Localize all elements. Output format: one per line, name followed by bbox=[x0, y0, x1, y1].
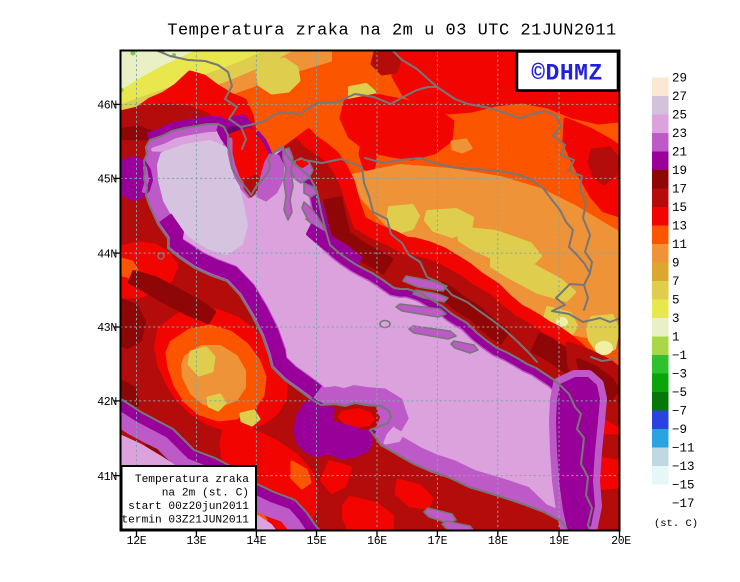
svg-text:−3: −3 bbox=[672, 368, 687, 382]
svg-text:13: 13 bbox=[672, 220, 687, 234]
svg-text:19: 19 bbox=[672, 164, 687, 178]
svg-text:−5: −5 bbox=[672, 386, 687, 400]
svg-text:©DHMZ: ©DHMZ bbox=[531, 61, 603, 87]
svg-text:43N: 43N bbox=[97, 322, 117, 335]
svg-text:−17: −17 bbox=[672, 497, 695, 511]
svg-text:27: 27 bbox=[672, 90, 687, 104]
svg-text:9: 9 bbox=[672, 257, 680, 271]
svg-text:14E: 14E bbox=[246, 535, 266, 548]
svg-text:7: 7 bbox=[672, 275, 680, 289]
svg-text:29: 29 bbox=[672, 72, 687, 86]
svg-text:(st. C): (st. C) bbox=[654, 518, 698, 530]
svg-text:19E: 19E bbox=[549, 535, 569, 548]
svg-text:5: 5 bbox=[672, 294, 680, 308]
svg-text:−15: −15 bbox=[672, 479, 695, 493]
svg-text:Temperatura zraka: Temperatura zraka bbox=[135, 474, 249, 486]
svg-text:25: 25 bbox=[672, 109, 687, 123]
svg-text:45N: 45N bbox=[97, 174, 117, 187]
svg-text:na 2m (st. C): na 2m (st. C) bbox=[162, 488, 249, 500]
svg-text:3: 3 bbox=[672, 312, 680, 326]
svg-text:Temperatura zraka na 2m u 03 U: Temperatura zraka na 2m u 03 UTC 21JUN20… bbox=[167, 22, 616, 41]
svg-text:46N: 46N bbox=[97, 100, 117, 113]
svg-text:−11: −11 bbox=[672, 442, 695, 456]
svg-text:1: 1 bbox=[672, 331, 680, 345]
svg-text:41N: 41N bbox=[97, 471, 117, 484]
svg-text:−13: −13 bbox=[672, 460, 695, 474]
svg-text:11: 11 bbox=[672, 238, 687, 252]
svg-text:42N: 42N bbox=[97, 396, 117, 409]
svg-text:13E: 13E bbox=[186, 535, 206, 548]
svg-text:17E: 17E bbox=[427, 535, 447, 548]
svg-text:23: 23 bbox=[672, 127, 687, 141]
svg-text:15E: 15E bbox=[307, 535, 327, 548]
svg-text:12E: 12E bbox=[127, 535, 147, 548]
svg-text:18E: 18E bbox=[488, 535, 508, 548]
svg-text:start 00z20jun2011: start 00z20jun2011 bbox=[128, 501, 249, 513]
svg-text:20E: 20E bbox=[611, 535, 631, 548]
svg-text:44N: 44N bbox=[97, 248, 117, 261]
svg-text:21: 21 bbox=[672, 146, 687, 160]
svg-text:−1: −1 bbox=[672, 349, 687, 363]
svg-text:termin 03Z21JUN2011: termin 03Z21JUN2011 bbox=[121, 515, 249, 527]
svg-text:17: 17 bbox=[672, 183, 687, 197]
svg-text:−7: −7 bbox=[672, 405, 687, 419]
svg-text:15: 15 bbox=[672, 201, 687, 215]
svg-text:16E: 16E bbox=[367, 535, 387, 548]
svg-text:−9: −9 bbox=[672, 423, 687, 437]
